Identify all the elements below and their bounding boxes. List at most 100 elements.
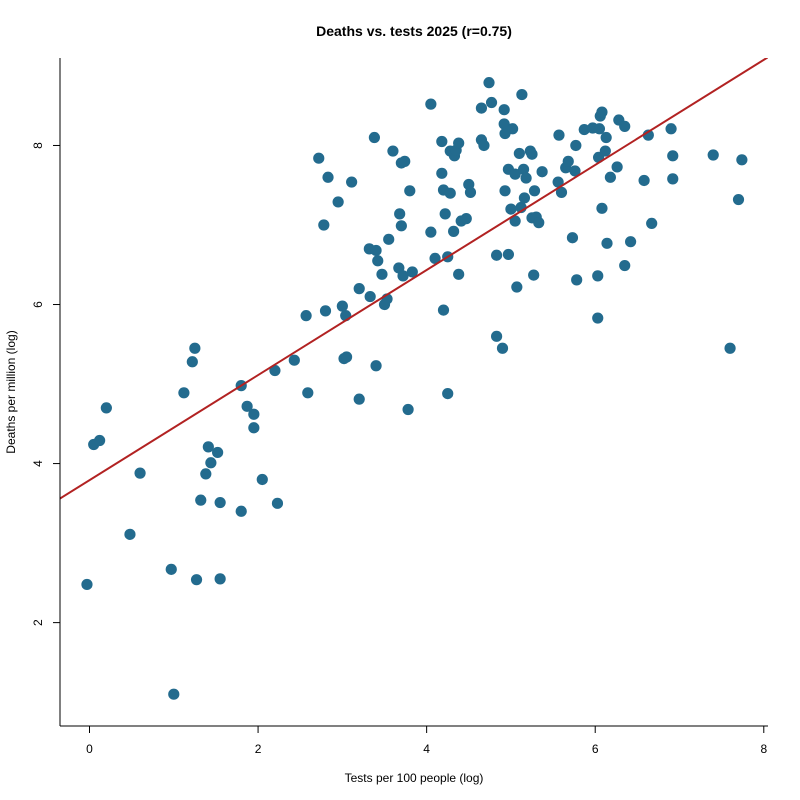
data-point (332, 196, 344, 208)
data-point (313, 152, 325, 164)
data-point (406, 266, 418, 278)
data-point (395, 220, 407, 232)
y-tick-label: 6 (31, 301, 45, 308)
axes: 0 2 4 6 8 2 4 6 8 (31, 58, 768, 756)
data-point (168, 688, 180, 700)
data-point (485, 96, 498, 109)
x-tick-label: 4 (423, 742, 430, 756)
data-point (372, 255, 384, 267)
y-tick-label: 8 (31, 142, 45, 149)
data-point (368, 131, 380, 144)
x-tick-label: 0 (86, 742, 93, 756)
y-axis-title: Deaths per million (log) (4, 330, 18, 453)
data-point (190, 574, 203, 586)
data-point (425, 98, 437, 110)
data-point (395, 157, 407, 169)
data-point (402, 403, 414, 416)
data-point (552, 176, 564, 188)
data-point (288, 354, 300, 366)
data-point (496, 342, 509, 354)
data-point (100, 402, 112, 414)
data-point (502, 248, 514, 261)
data-point (570, 139, 582, 152)
data-point (383, 233, 395, 245)
data-point (732, 193, 745, 206)
data-point (394, 208, 406, 220)
data-point (566, 232, 579, 244)
data-point (81, 578, 93, 591)
data-point (214, 573, 226, 585)
data-point (604, 171, 616, 183)
data-point (353, 283, 365, 295)
data-point (475, 102, 488, 114)
data-point (619, 259, 631, 272)
data-point (511, 281, 523, 293)
data-point (483, 77, 495, 89)
data-point (667, 150, 679, 162)
data-point (646, 217, 658, 230)
data-point (596, 202, 608, 214)
data-point (667, 173, 679, 185)
data-point (516, 88, 528, 101)
data-point (520, 172, 532, 184)
data-point (214, 496, 226, 509)
data-point (665, 123, 677, 135)
y-tick-label: 2 (31, 619, 45, 626)
data-point (437, 304, 450, 316)
data-point (189, 342, 201, 354)
data-point (491, 249, 503, 261)
data-point (429, 252, 441, 264)
data-point (596, 106, 608, 118)
data-point (528, 269, 540, 281)
data-point (353, 393, 365, 405)
x-tick-label: 2 (255, 742, 262, 756)
y-tick-label: 4 (31, 460, 45, 467)
data-point (205, 457, 217, 469)
data-point (444, 187, 456, 199)
data-point (599, 145, 611, 157)
data-point (498, 104, 510, 116)
data-point (619, 120, 631, 132)
regression-line (60, 58, 768, 500)
data-point (241, 400, 253, 412)
data-point (212, 446, 224, 459)
data-point (248, 408, 260, 420)
data-point (94, 434, 106, 447)
data-point (364, 290, 376, 303)
data-point (536, 166, 548, 178)
data-point (509, 168, 521, 180)
data-point (707, 149, 719, 161)
data-point (439, 208, 451, 220)
data-point (300, 310, 312, 322)
data-point (448, 225, 460, 237)
data-point (460, 213, 472, 225)
data-point (248, 422, 260, 434)
data-point (318, 219, 330, 231)
data-point (376, 268, 388, 280)
data-point (578, 123, 590, 136)
data-point (600, 131, 612, 144)
data-point (518, 192, 531, 204)
data-point (592, 270, 604, 282)
data-point (186, 356, 198, 368)
data-point (642, 129, 654, 141)
data-point (478, 139, 490, 152)
data-point (507, 123, 519, 135)
data-point (319, 305, 332, 317)
data-point (509, 215, 521, 227)
data-point (195, 494, 207, 506)
data-point (724, 342, 736, 354)
chart-title: Deaths vs. tests 2025 (r=0.75) (316, 23, 512, 39)
x-tick-label: 6 (592, 742, 599, 756)
data-point (269, 364, 281, 377)
data-point (592, 312, 604, 324)
data-point (397, 270, 409, 282)
data-point (453, 268, 465, 280)
data-point (562, 155, 574, 167)
data-point (601, 237, 613, 249)
data-point (200, 468, 212, 480)
data-point (638, 174, 650, 187)
data-point (178, 387, 190, 399)
x-axis-title: Tests per 100 people (log) (345, 771, 484, 785)
